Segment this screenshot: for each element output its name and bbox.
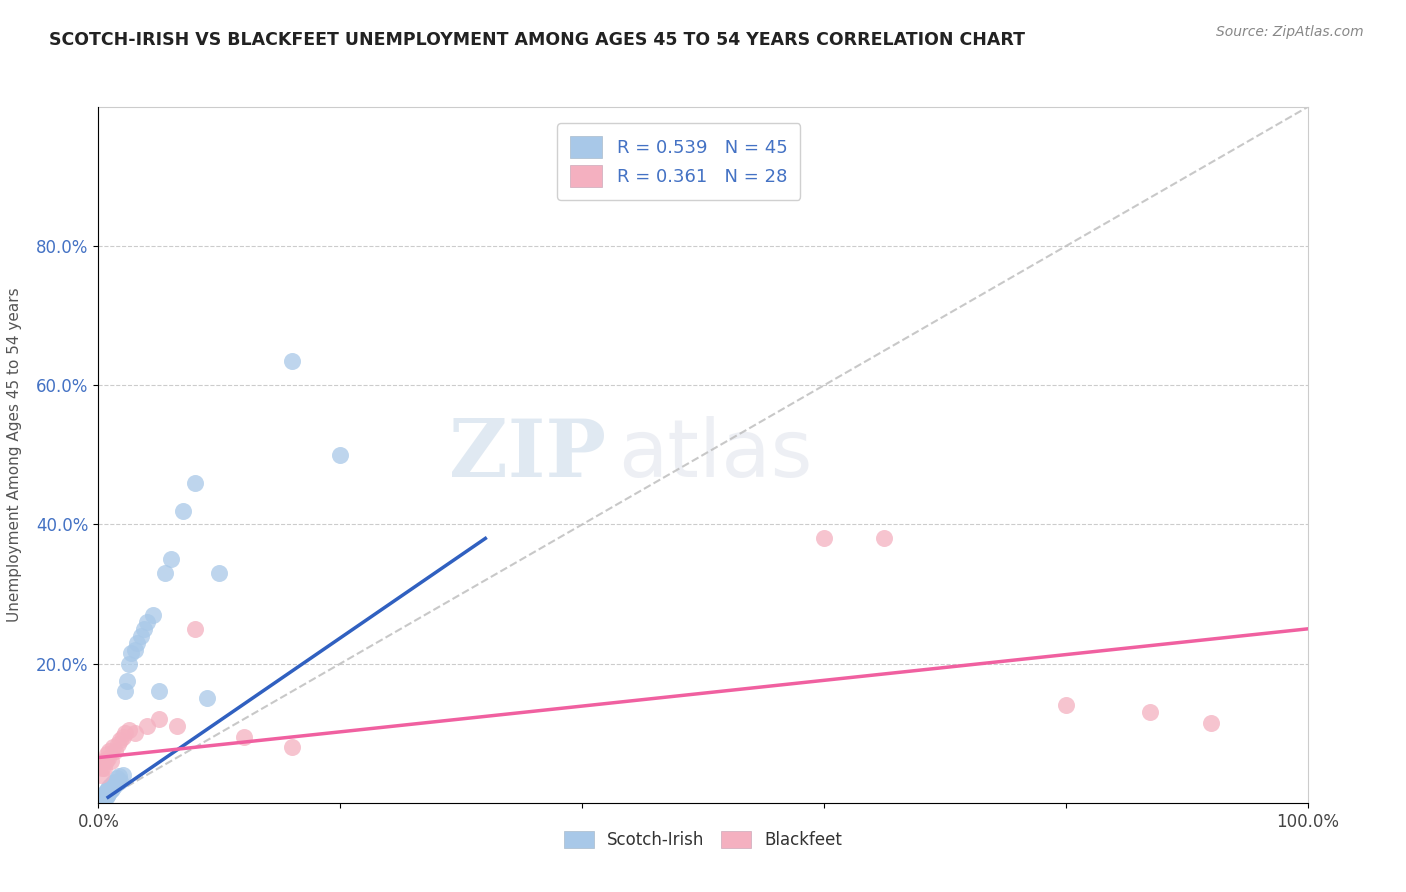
Point [134,622,156,636]
Point [97,750,120,764]
Point [96,783,118,797]
Point [101,776,124,790]
Point [281,740,304,755]
Point [108,773,131,788]
Point [124,642,146,657]
Point [91,790,114,805]
Point [1139,706,1161,720]
Point [107,737,129,751]
Point [135,615,157,629]
Legend: Scotch-Irish, Blackfeet: Scotch-Irish, Blackfeet [555,822,851,857]
Point [96,789,118,803]
Text: Source: ZipAtlas.com: Source: ZipAtlas.com [1216,25,1364,39]
Point [108,733,131,747]
Point [91,789,114,803]
Point [184,622,207,636]
Point [91,761,114,775]
Point [104,778,127,793]
Point [142,607,165,622]
Text: atlas: atlas [619,416,813,494]
Point [281,354,304,368]
Point [160,552,183,566]
Point [97,781,120,796]
Point [91,791,114,805]
Point [101,740,124,755]
Point [94,790,117,805]
Point [127,636,149,650]
Point [90,792,112,806]
Point [104,744,127,758]
Point [208,566,231,581]
Point [114,726,136,740]
Point [105,772,128,786]
Point [98,780,121,795]
Point [329,448,352,462]
Text: SCOTCH-IRISH VS BLACKFEET UNEMPLOYMENT AMONG AGES 45 TO 54 YEARS CORRELATION CHA: SCOTCH-IRISH VS BLACKFEET UNEMPLOYMENT A… [49,31,1025,49]
Point [93,792,115,806]
Point [148,712,170,726]
Point [108,769,131,783]
Point [94,754,117,768]
Point [101,780,124,795]
Point [93,788,115,802]
Point [100,783,122,797]
Point [148,684,170,698]
Point [117,674,139,689]
Point [129,629,152,643]
Point [107,775,129,789]
Point [118,723,141,737]
Point [172,503,194,517]
Point [118,657,141,671]
Point [100,754,122,768]
Point [232,730,254,744]
Point [873,532,896,546]
Point [111,730,134,744]
Point [98,785,121,799]
Point [90,768,112,782]
Point [111,768,134,782]
Point [97,788,120,802]
Point [813,532,835,546]
Point [153,566,176,581]
Point [93,761,115,775]
Point [195,691,218,706]
Point [114,684,136,698]
Point [94,785,117,799]
Point [135,719,157,733]
Y-axis label: Unemployment Among Ages 45 to 54 years: Unemployment Among Ages 45 to 54 years [7,287,22,623]
Point [98,744,121,758]
Point [91,754,114,768]
Point [100,778,122,793]
Point [124,726,146,740]
Point [184,475,207,490]
Point [1199,715,1222,730]
Point [103,775,125,789]
Point [166,719,188,733]
Point [120,646,142,660]
Text: ZIP: ZIP [450,416,606,494]
Point [96,747,118,761]
Point [1054,698,1077,713]
Point [100,781,122,796]
